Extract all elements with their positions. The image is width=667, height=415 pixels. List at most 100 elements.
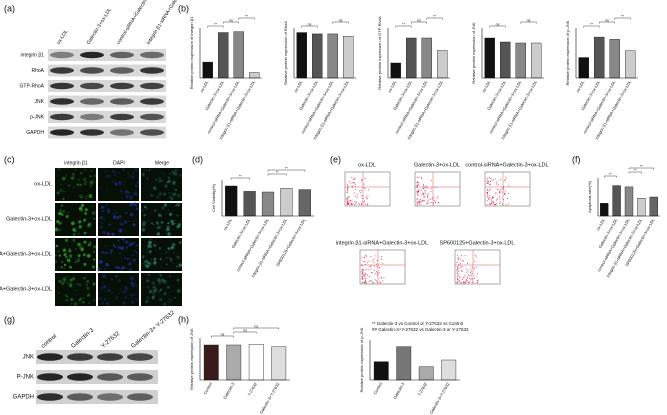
x-tick-label: ox-LDL	[595, 217, 606, 231]
micrograph-texture	[125, 222, 127, 224]
event-dot	[470, 270, 472, 272]
micrograph-texture	[74, 248, 77, 250]
micrograph-texture	[158, 247, 162, 250]
micrograph-texture	[149, 238, 152, 241]
bar	[298, 189, 311, 217]
micrograph-texture	[151, 296, 154, 299]
event-dot	[362, 277, 364, 279]
row-label: JNK	[35, 99, 45, 105]
micrograph-texture	[129, 268, 132, 272]
event-dot	[364, 278, 366, 280]
event-dot	[380, 277, 382, 279]
event-dot	[365, 282, 367, 284]
event-dot	[426, 202, 428, 204]
micrograph-texture	[77, 254, 81, 258]
micrograph-texture	[166, 227, 170, 232]
event-dot	[416, 187, 418, 189]
micrograph-texture	[101, 301, 105, 305]
micrograph-texture	[65, 214, 69, 219]
micrograph-texture	[76, 183, 80, 187]
blot-band	[140, 98, 164, 105]
event-dot	[504, 179, 506, 181]
blot-strip	[48, 111, 166, 123]
micrograph	[98, 273, 139, 306]
micrograph-texture	[92, 258, 96, 261]
micrograph-texture	[120, 256, 122, 259]
event-dot	[465, 279, 467, 281]
event-dot	[467, 282, 469, 284]
event-dot	[458, 264, 460, 266]
event-dot	[346, 192, 348, 194]
event-dot	[352, 186, 354, 188]
micrograph-texture	[163, 192, 166, 196]
micrograph-texture	[86, 254, 91, 258]
blot-band	[97, 373, 123, 381]
micrograph-texture	[159, 274, 162, 277]
micrograph-texture	[165, 181, 169, 184]
event-dot	[361, 270, 363, 272]
event-dot	[472, 266, 474, 268]
row-label: integrin β1	[21, 52, 45, 58]
micrograph-texture	[159, 298, 163, 302]
micrograph-texture	[126, 257, 130, 261]
panel-label: (g)	[4, 314, 15, 324]
micrograph-texture	[171, 242, 176, 247]
micrograph-texture	[167, 232, 171, 236]
micrograph-texture	[97, 171, 101, 175]
event-dot	[347, 200, 349, 202]
micrograph-texture	[160, 179, 164, 183]
sig-label: **	[634, 168, 637, 172]
panel-label: (f)	[572, 154, 581, 164]
micrograph-texture	[83, 231, 87, 235]
event-dot	[416, 191, 418, 193]
micrograph-texture	[92, 245, 97, 249]
micrograph-texture	[155, 290, 158, 293]
sig-label: **	[621, 14, 624, 18]
x-tick-label: Control	[372, 381, 383, 395]
blot-band	[80, 67, 104, 74]
event-dot	[506, 197, 508, 199]
event-dot	[432, 196, 434, 198]
micrograph-texture	[125, 288, 128, 291]
micrograph-texture	[66, 258, 71, 262]
micrograph-texture	[76, 282, 79, 285]
event-dot	[416, 194, 418, 196]
event-dot	[418, 176, 420, 178]
event-dot	[366, 198, 368, 200]
event-dot	[354, 182, 356, 184]
event-dot	[497, 184, 499, 186]
event-dot	[354, 203, 356, 205]
micrograph-texture	[170, 260, 172, 263]
sig-label: ns	[308, 22, 312, 26]
event-dot	[456, 273, 458, 275]
micrograph-texture	[168, 301, 171, 304]
event-dot	[364, 276, 366, 278]
micrograph-texture	[135, 207, 139, 211]
event-dot	[498, 191, 500, 193]
bar	[312, 33, 323, 79]
event-dot	[489, 203, 491, 205]
event-dot	[416, 200, 418, 202]
micrograph-texture	[87, 243, 91, 247]
event-dot	[361, 179, 363, 181]
event-dot	[349, 181, 351, 183]
bar	[612, 185, 621, 217]
sig-label: ns	[254, 324, 258, 328]
event-dot	[347, 202, 349, 204]
micrograph-texture	[125, 196, 127, 198]
micrograph-texture	[146, 296, 150, 300]
sig-bracket	[520, 21, 537, 24]
micrograph-texture	[128, 262, 132, 266]
event-dot	[361, 276, 363, 278]
micrograph-texture	[112, 212, 115, 215]
micrograph-texture	[79, 296, 83, 301]
event-dot	[473, 267, 475, 269]
micrograph-texture	[134, 224, 137, 227]
micrograph-texture	[146, 285, 150, 289]
micrograph-texture	[120, 237, 124, 241]
micrograph-texture	[116, 216, 120, 220]
micrograph-texture	[145, 208, 148, 211]
event-dot	[364, 257, 366, 259]
micrograph-texture	[178, 204, 180, 206]
micrograph-texture	[71, 222, 73, 225]
